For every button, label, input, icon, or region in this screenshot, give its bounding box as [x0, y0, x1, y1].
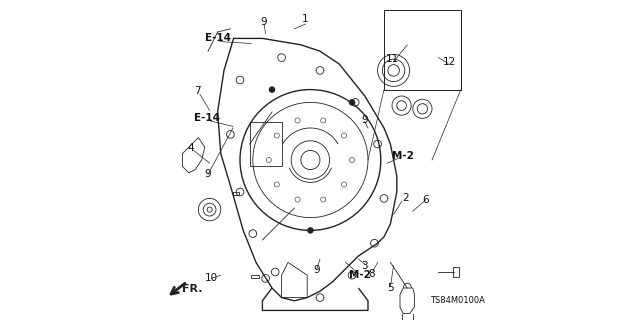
Bar	[233, 192, 239, 195]
Text: 12: 12	[443, 57, 456, 68]
Text: 1: 1	[302, 13, 309, 24]
Text: 8: 8	[368, 268, 374, 279]
Bar	[384, 10, 461, 90]
Text: 5: 5	[387, 283, 394, 293]
Bar	[453, 267, 458, 277]
Text: M-2: M-2	[392, 151, 414, 161]
Text: 9: 9	[260, 17, 268, 28]
Text: 9: 9	[314, 265, 320, 276]
Text: 4: 4	[187, 143, 194, 153]
Text: E-14: E-14	[205, 33, 230, 44]
Text: TS84M0100A: TS84M0100A	[430, 296, 485, 305]
Text: 9: 9	[362, 115, 368, 125]
Text: E-14: E-14	[195, 113, 220, 124]
Bar	[250, 122, 282, 166]
Text: 9: 9	[205, 169, 211, 180]
Text: FR.: FR.	[182, 284, 202, 294]
Text: 6: 6	[422, 195, 429, 205]
Text: M-2: M-2	[349, 270, 371, 280]
Text: 7: 7	[195, 86, 201, 96]
Text: 2: 2	[403, 193, 409, 204]
Circle shape	[349, 100, 355, 105]
Circle shape	[269, 87, 275, 92]
Text: 10: 10	[205, 273, 218, 284]
Text: 11: 11	[385, 54, 399, 64]
Bar	[251, 275, 259, 278]
Circle shape	[308, 228, 313, 233]
Text: 3: 3	[362, 260, 368, 271]
